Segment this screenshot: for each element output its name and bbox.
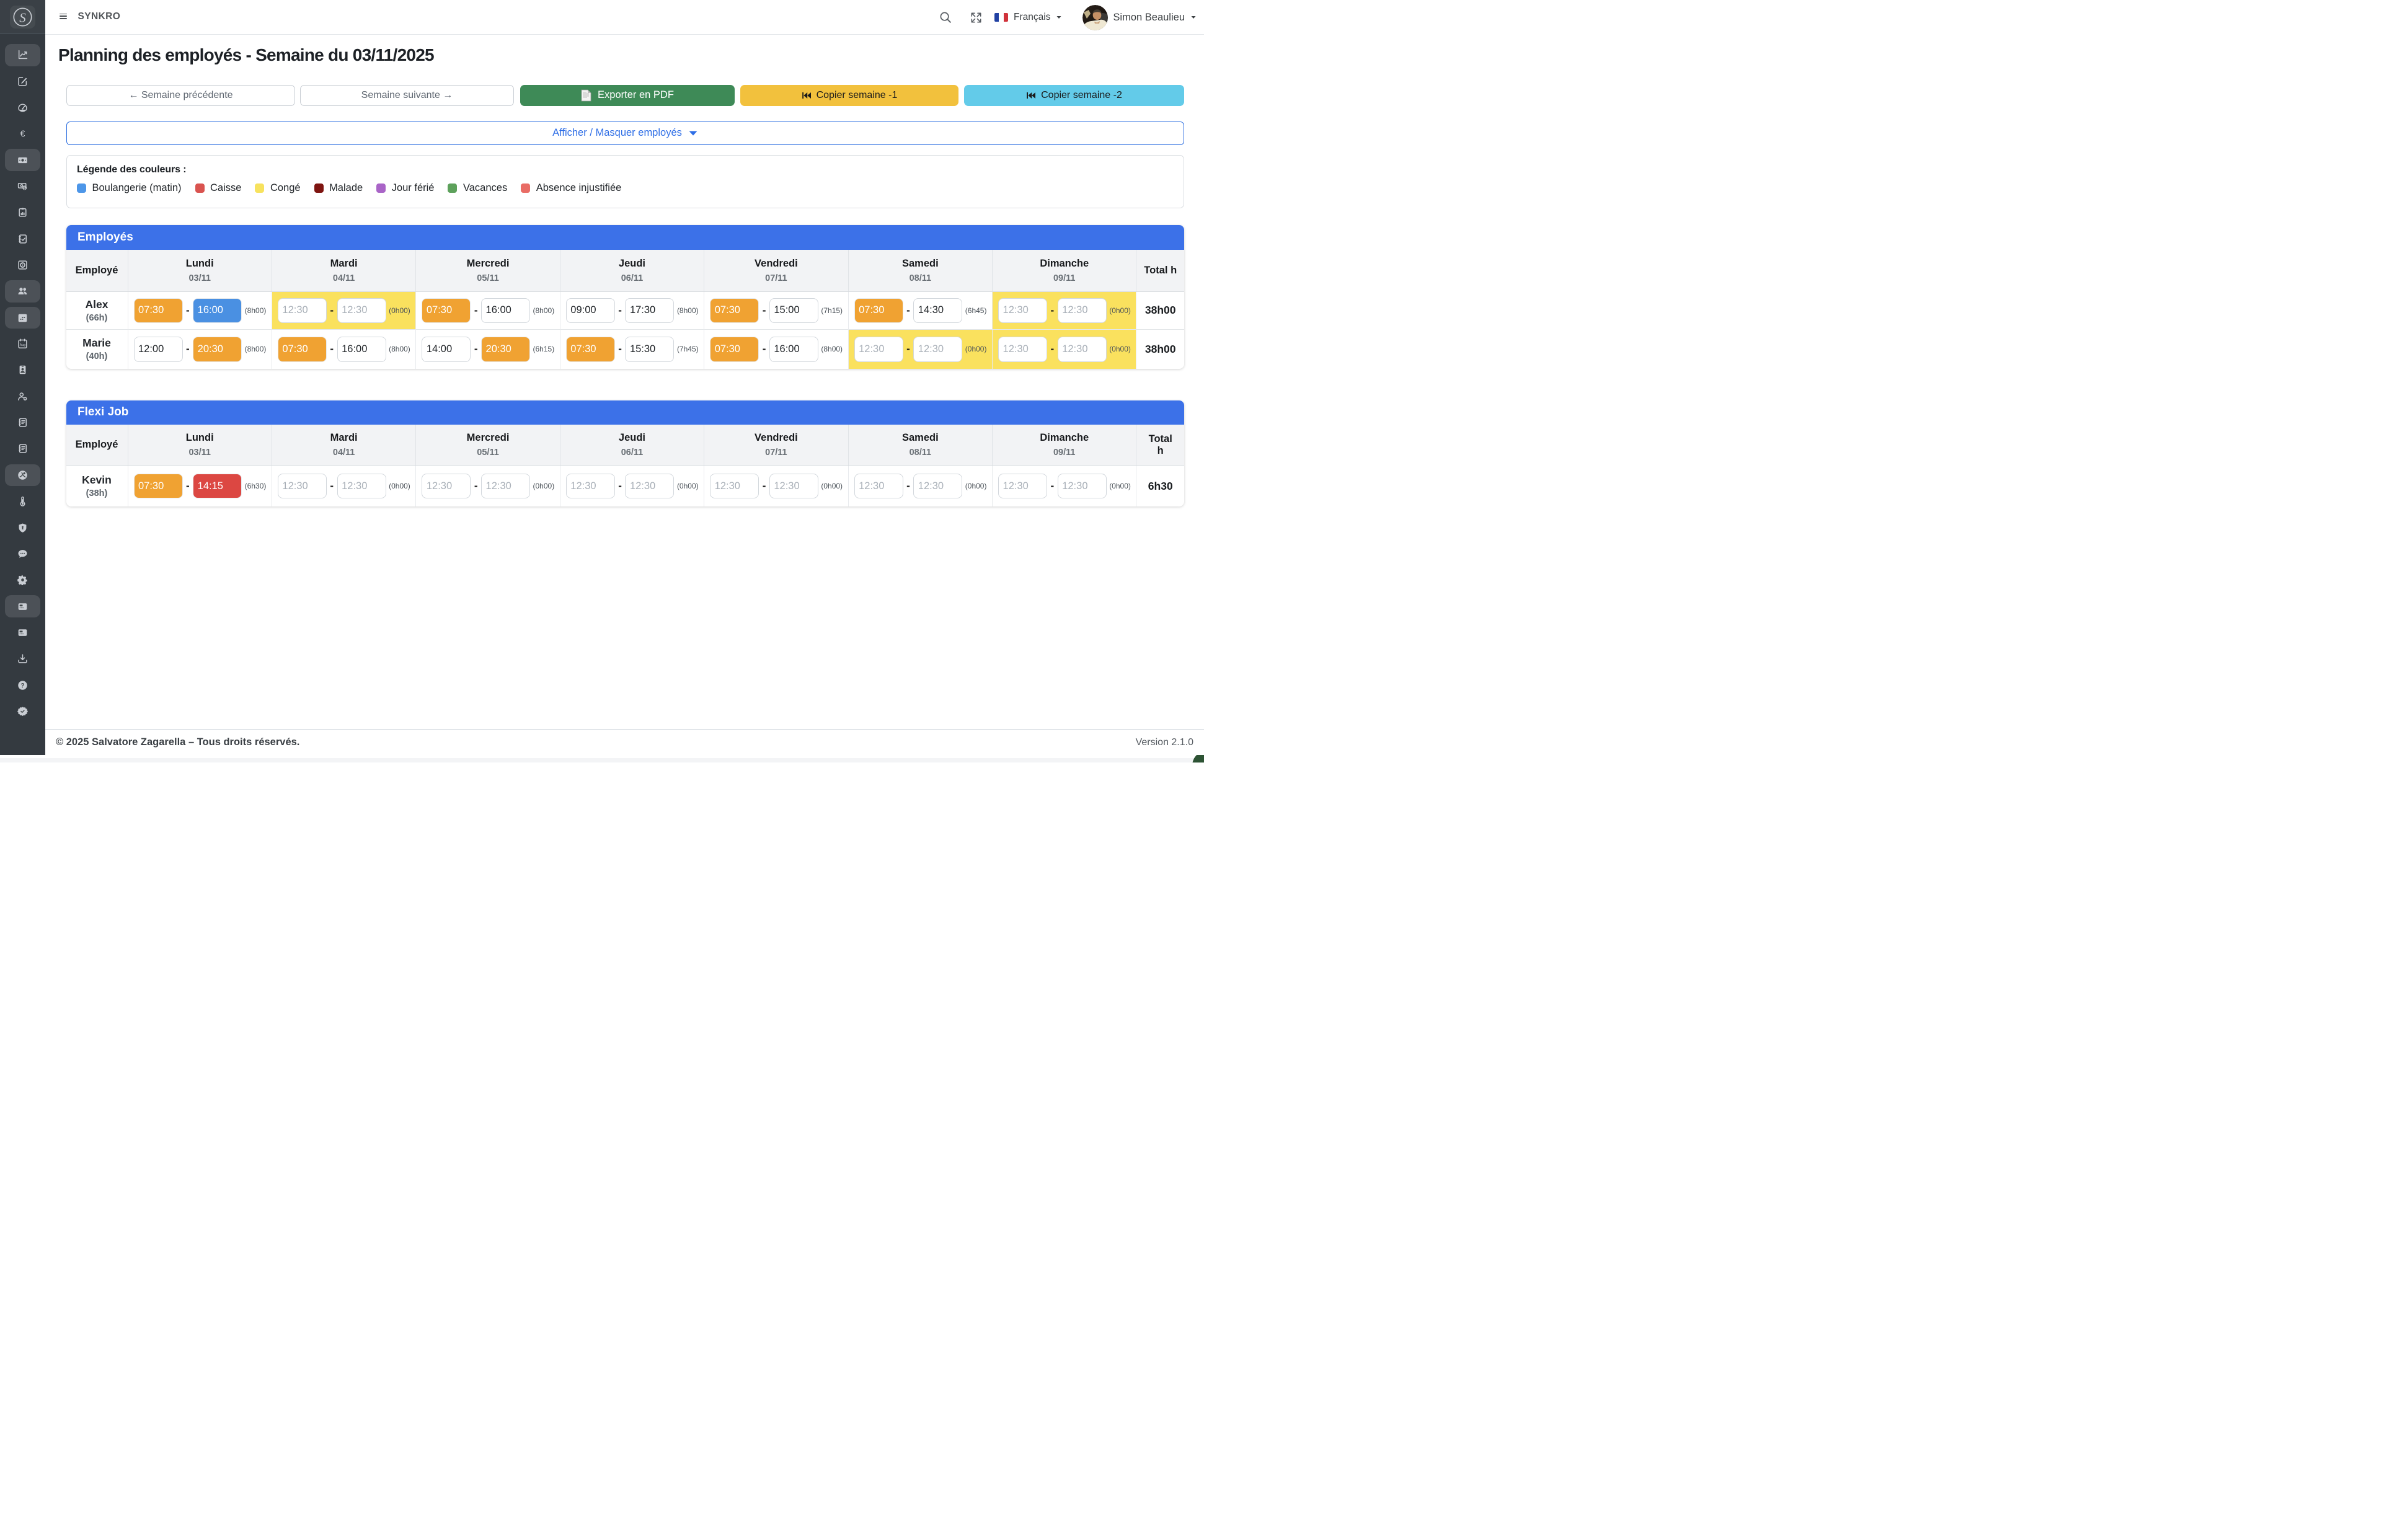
svg-text:Aug: Aug — [20, 343, 25, 347]
svg-text:$: $ — [24, 187, 26, 190]
svg-text:€: € — [20, 130, 25, 139]
svg-text:S: S — [19, 11, 26, 25]
svg-text:?: ? — [20, 683, 24, 689]
